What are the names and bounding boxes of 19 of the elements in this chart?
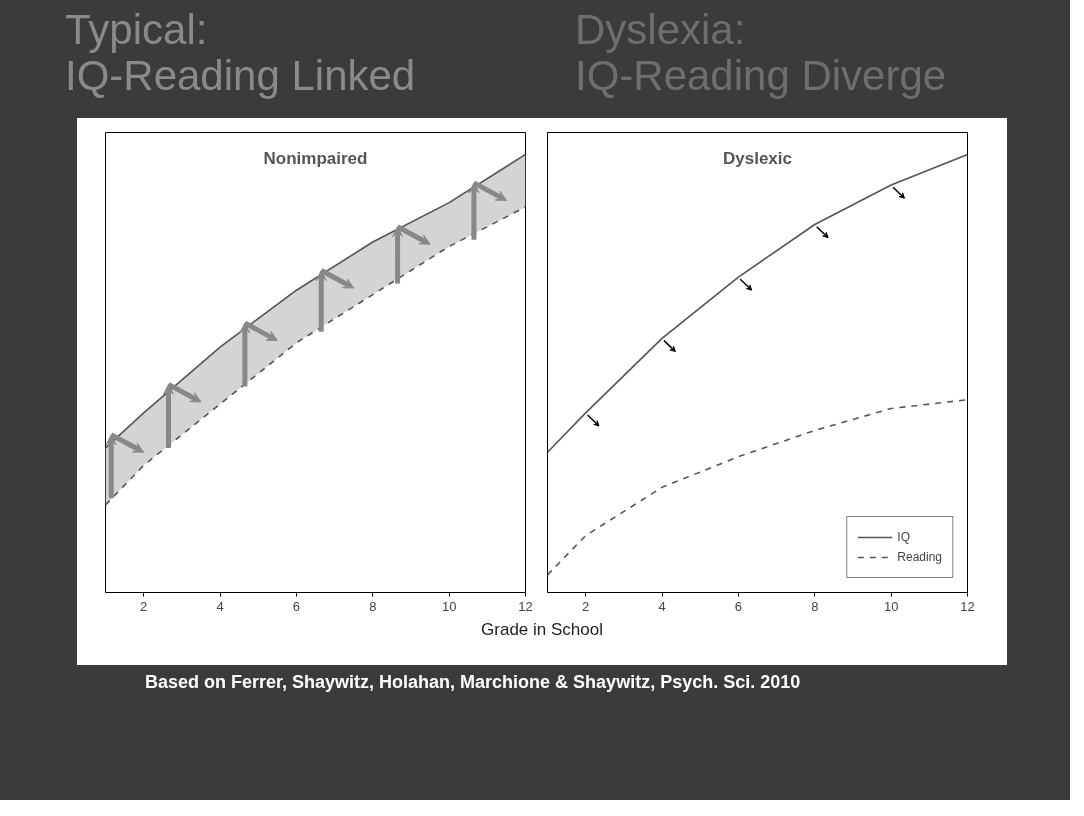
x-tick-label: 12: [960, 598, 975, 614]
legend-label: IQ: [897, 530, 911, 544]
x-tick-label: 2: [582, 598, 590, 614]
x-tick-label: 8: [369, 598, 377, 614]
x-tick-label: 2: [140, 598, 148, 614]
x-tick-label: 8: [811, 598, 819, 614]
x-axis-title: Grade in School: [481, 619, 603, 641]
chart-title: Dyslexic: [723, 148, 792, 168]
x-tick-label: 10: [441, 598, 457, 614]
text: Typical: IQ-Reading Linked: [65, 6, 416, 99]
x-tick-label: 12: [518, 598, 533, 614]
x-tick-label: 10: [883, 598, 899, 614]
x-tick-label: 6: [292, 598, 301, 614]
x-tick-label: 4: [216, 598, 224, 614]
text: Based on Ferrer, Shaywitz, Holahan, Marchione & Shaywitz, Psych. Sci. 2010: [145, 671, 801, 695]
legend-label: Reading: [897, 550, 942, 564]
x-tick-label: 4: [658, 598, 666, 614]
chart-title: Nonimpaired: [263, 148, 368, 168]
x-tick-label: 6: [734, 598, 743, 614]
